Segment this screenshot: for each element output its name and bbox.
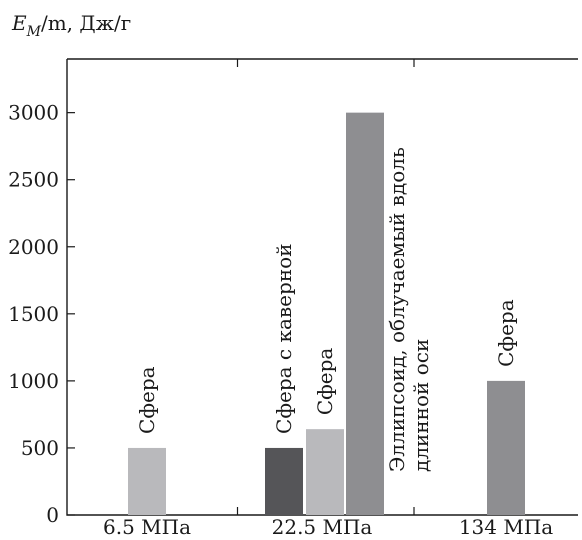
y-tick-label: 1000: [8, 369, 59, 393]
bars: [128, 112, 525, 515]
y-tick-label: 500: [21, 436, 59, 460]
bar-label: Сфера: [494, 299, 518, 367]
bar-label-line: Сфера: [494, 299, 518, 367]
bar-label: Сфера с каверной: [272, 243, 296, 433]
y-axis-ticks: 0 500 1000 1500 2000 2500 3000: [8, 101, 75, 527]
bar: [346, 112, 384, 515]
y-tick-label: 3000: [8, 101, 59, 125]
bar: [306, 429, 344, 515]
x-tick-label: 134 МПа: [459, 515, 553, 539]
bar-label: Сфера: [313, 348, 337, 416]
x-tick-label: 22.5 МПа: [272, 515, 373, 539]
x-axis-labels: 6.5 МПа 22.5 МПа 134 МПа: [103, 59, 553, 539]
bar: [265, 447, 303, 515]
y-axis-label: EM/m, Дж/г: [11, 11, 131, 40]
bar-label-line: длинной оси: [409, 339, 433, 472]
bar-label: Сфера: [135, 366, 159, 434]
bar-label-line: Сфера с каверной: [272, 243, 296, 433]
y-tick-label: 2000: [8, 235, 59, 259]
bar-labels: Сфера Сфера с каверной Сфера Эллипсоид, обл…: [135, 147, 518, 472]
y-tick-label: 0: [46, 503, 59, 527]
x-tick-label: 6.5 МПа: [103, 515, 191, 539]
bar: [128, 447, 166, 515]
bar: [487, 380, 525, 515]
bar-label-line: Эллипсоид, облучаемый вдоль: [385, 147, 409, 472]
y-tick-label: 1500: [8, 302, 59, 326]
bar-label-line: Сфера: [313, 348, 337, 416]
y-tick-label: 2500: [8, 168, 59, 192]
bar-label: Эллипсоид, облучаемый вдоль длинной оси: [385, 147, 433, 472]
bar-label-line: Сфера: [135, 366, 159, 434]
